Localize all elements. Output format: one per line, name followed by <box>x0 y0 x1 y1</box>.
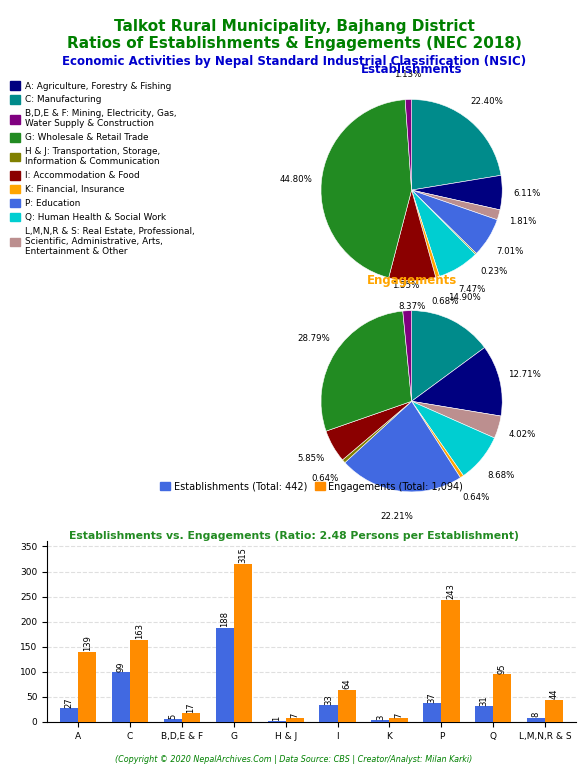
Text: 5.85%: 5.85% <box>297 455 325 463</box>
Text: Establishments vs. Engagements (Ratio: 2.48 Persons per Establishment): Establishments vs. Engagements (Ratio: 2… <box>69 531 519 541</box>
Legend: Establishments (Total: 442), Engagements (Total: 1,094): Establishments (Total: 442), Engagements… <box>156 478 467 495</box>
Wedge shape <box>412 401 501 438</box>
Text: 8.68%: 8.68% <box>487 471 514 479</box>
Title: Engagements: Engagements <box>366 274 457 286</box>
Text: (Copyright © 2020 NepalArchives.Com | Data Source: CBS | Creator/Analyst: Milan : (Copyright © 2020 NepalArchives.Com | Da… <box>115 755 473 764</box>
Text: 7: 7 <box>290 712 299 717</box>
Text: 17: 17 <box>186 702 196 713</box>
Bar <box>60 708 78 722</box>
Title: Establishments: Establishments <box>361 63 462 75</box>
Text: 4.02%: 4.02% <box>509 430 536 439</box>
Wedge shape <box>412 310 485 401</box>
Text: 0.64%: 0.64% <box>462 493 490 502</box>
Wedge shape <box>412 190 476 254</box>
Text: 5: 5 <box>168 713 178 719</box>
Wedge shape <box>389 190 436 280</box>
Wedge shape <box>412 190 500 220</box>
Bar <box>112 672 130 722</box>
Text: 0.68%: 0.68% <box>431 296 459 306</box>
Text: 243: 243 <box>446 584 455 599</box>
Text: Ratios of Establishments & Engagements (NEC 2018): Ratios of Establishments & Engagements (… <box>66 36 522 51</box>
Text: 1.55%: 1.55% <box>392 281 420 290</box>
Text: 99: 99 <box>116 661 125 671</box>
Bar <box>182 713 200 722</box>
Bar <box>216 627 234 722</box>
Bar <box>338 690 356 722</box>
Bar <box>545 700 563 722</box>
Text: 188: 188 <box>220 611 229 627</box>
Wedge shape <box>405 100 412 190</box>
Wedge shape <box>321 311 412 431</box>
Text: 7.01%: 7.01% <box>496 247 524 256</box>
Bar <box>527 718 545 722</box>
Text: 0.23%: 0.23% <box>480 267 507 276</box>
Bar <box>234 564 252 722</box>
Text: Talkot Rural Municipality, Bajhang District: Talkot Rural Municipality, Bajhang Distr… <box>113 19 475 35</box>
Wedge shape <box>412 100 501 190</box>
Text: 7.47%: 7.47% <box>458 285 486 293</box>
Text: Economic Activities by Nepal Standard Industrial Classification (NSIC): Economic Activities by Nepal Standard In… <box>62 55 526 68</box>
Text: 28.79%: 28.79% <box>298 334 330 343</box>
Bar <box>130 641 148 722</box>
Wedge shape <box>412 190 439 277</box>
Bar <box>493 674 512 722</box>
Bar <box>371 720 389 722</box>
Wedge shape <box>412 175 502 210</box>
Text: 8: 8 <box>532 712 540 717</box>
Bar <box>78 652 96 722</box>
Text: 12.71%: 12.71% <box>508 369 541 379</box>
Text: 44.80%: 44.80% <box>280 175 313 184</box>
Legend: A: Agriculture, Forestry & Fishing, C: Manufacturing, B,D,E & F: Mining, Electri: A: Agriculture, Forestry & Fishing, C: M… <box>11 81 194 257</box>
Wedge shape <box>412 348 502 416</box>
Text: 31: 31 <box>480 695 489 706</box>
Text: 0.64%: 0.64% <box>311 474 338 482</box>
Wedge shape <box>321 100 412 278</box>
Bar <box>286 718 304 722</box>
Text: 1.13%: 1.13% <box>394 70 421 78</box>
Bar <box>164 720 182 722</box>
Text: 64: 64 <box>342 678 351 689</box>
Wedge shape <box>412 190 497 253</box>
Text: 6.11%: 6.11% <box>514 189 541 198</box>
Bar <box>389 718 407 722</box>
Text: 22.21%: 22.21% <box>380 511 413 521</box>
Wedge shape <box>345 401 460 492</box>
Text: 95: 95 <box>498 663 507 674</box>
Text: 7: 7 <box>394 712 403 717</box>
Wedge shape <box>412 190 476 276</box>
Text: 1.81%: 1.81% <box>509 217 537 227</box>
Wedge shape <box>326 401 412 460</box>
Text: 14.90%: 14.90% <box>447 293 480 303</box>
Bar <box>319 705 338 722</box>
Wedge shape <box>403 310 412 401</box>
Text: 8.37%: 8.37% <box>399 302 426 310</box>
Text: 22.40%: 22.40% <box>470 97 503 106</box>
Text: 139: 139 <box>83 636 92 651</box>
Wedge shape <box>412 401 495 475</box>
Text: 1: 1 <box>272 716 281 720</box>
Text: 37: 37 <box>427 692 437 703</box>
Wedge shape <box>412 401 463 478</box>
Wedge shape <box>342 401 412 462</box>
Bar <box>442 600 459 722</box>
Text: 163: 163 <box>135 624 143 640</box>
Text: 27: 27 <box>65 697 74 707</box>
Bar <box>423 703 442 722</box>
Text: 33: 33 <box>324 694 333 704</box>
Text: 3: 3 <box>376 714 385 720</box>
Text: 315: 315 <box>238 548 248 563</box>
Text: 44: 44 <box>550 689 559 699</box>
Bar <box>475 707 493 722</box>
